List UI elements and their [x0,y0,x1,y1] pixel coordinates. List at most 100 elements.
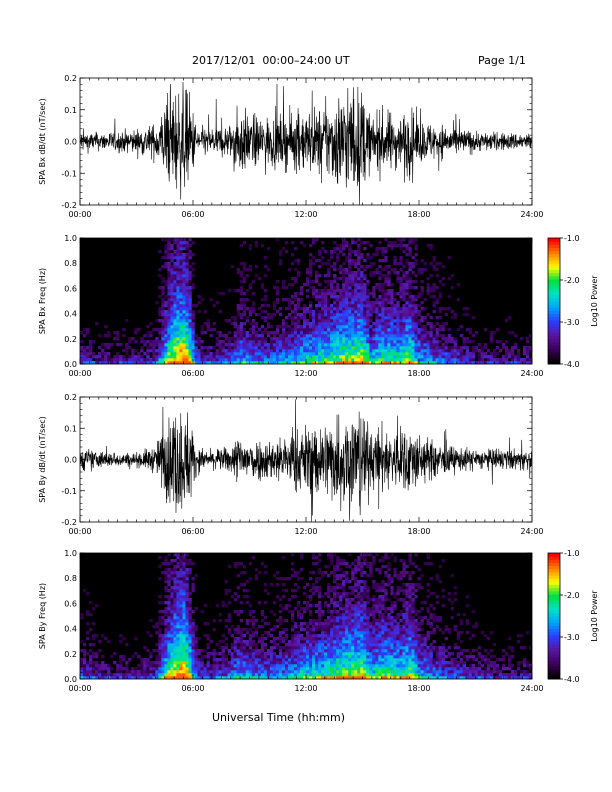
spectrogram-cell [318,343,322,347]
spectrogram-cell [336,244,340,248]
spectrogram-cell [465,349,470,353]
y-tick-label: -0.2 [61,518,77,527]
spectrogram-cell [170,343,174,347]
spectrogram-cell [290,664,295,668]
spectrogram-cell [179,262,183,266]
spectrogram-cell [333,601,337,605]
spectrogram-cell [342,286,346,290]
spectrogram-cell [140,661,144,665]
spectrogram-cell [299,658,304,662]
spectrogram-cell [185,280,189,284]
spectrogram-cell [185,646,189,650]
spectrogram-cell [504,352,509,356]
spectrogram-cell [293,313,298,317]
spectrogram-cell [453,355,457,359]
spectrogram-cell [387,316,391,320]
spectrogram-cell [80,670,84,674]
spectrogram-cell [510,346,515,350]
spectrogram-cell [248,322,253,326]
spectrogram-cell [309,307,313,311]
spectrogram-cell [441,361,445,365]
spectrogram-cell [239,343,244,347]
spectrogram-cell [137,676,141,680]
spectrogram-cell [170,601,174,605]
spectrogram-cell [179,613,183,617]
spectrogram-cell [185,256,189,260]
spectrogram-cell [402,265,406,269]
spectrogram-cell [164,613,168,617]
spectrogram-cell [444,340,448,344]
spectrogram-cell [155,670,159,674]
spectrogram-cell [188,250,192,254]
spectrogram-cell [251,358,256,362]
spectrogram-cell [330,631,334,635]
spectrogram-cell [149,343,153,347]
spectrogram-cell [396,361,400,365]
spectrogram-cell [393,256,397,260]
spectrogram-cell [188,316,192,320]
spectrogram-cell [215,361,219,365]
spectrogram-cell [197,649,201,653]
spectrogram-cell [161,343,165,347]
spectrogram-cell [327,661,331,665]
spectrogram-cell [170,316,174,320]
spectrogram-cell [321,304,325,308]
spectrogram-cell [423,307,427,311]
spectrogram-cell [296,355,301,359]
spectrogram-cell [194,643,198,647]
spectrogram-cell [387,244,391,248]
spectrogram-cell [179,661,183,665]
spectrogram-cell [281,631,286,635]
spectrogram-cell [272,346,277,350]
spectrogram-cell [399,277,403,281]
spectrogram-cell [152,343,156,347]
spectrogram-cell [402,352,406,356]
spectrogram-cell [429,340,433,344]
spectrogram-cell [182,253,186,257]
spectrogram-cell [296,304,301,308]
spectrogram-cell [239,676,244,680]
spectrogram-cell [444,355,448,359]
spectrogram-cell [336,328,340,332]
spectrogram-cell [272,670,277,674]
spectrogram-cell [212,655,216,659]
spectrogram-cell [293,673,298,677]
spectrogram-cell [327,271,331,275]
spectrogram-cell [405,349,409,353]
spectrogram-cell [167,670,171,674]
spectrogram-cell [167,583,171,587]
spectrogram-cell [215,664,219,668]
spectrogram-cell [176,667,180,671]
spectrogram-cell [287,577,292,581]
spectrogram-cell [179,328,183,332]
spectrogram-cell [299,289,304,293]
spectrogram-cell [366,325,370,329]
spectrogram-cell [209,346,213,350]
spectrogram-cell [429,286,433,290]
spectrogram-cell [369,346,373,350]
spectrogram-cell [336,625,340,629]
spectrogram-cell [188,610,192,614]
spectrogram-cell [348,250,352,254]
spectrogram-cell [333,274,337,278]
spectrogram-cell [284,577,289,581]
spectrogram-cell [411,304,415,308]
spectrogram-cell [269,673,274,677]
spectrogram-cell [263,310,268,314]
spectrogram-cell [245,334,250,338]
spectrogram-cell [260,649,265,653]
spectrogram-cell [438,280,442,284]
spectrogram-cell [245,589,250,593]
spectrogram-cell [393,313,397,317]
spectrogram-cell [339,655,343,659]
spectrogram-cell [185,271,189,275]
spectrogram-cell [468,358,473,362]
spectrogram-cell [233,565,237,569]
spectrogram-cell [227,667,231,671]
spectrogram-cell [357,292,361,296]
spectrogram-cell [170,268,174,272]
spectrogram-cell [167,649,171,653]
spectrogram-cell [134,637,138,641]
spectrogram-cell [339,271,343,275]
spectrogram-cell [269,664,274,668]
